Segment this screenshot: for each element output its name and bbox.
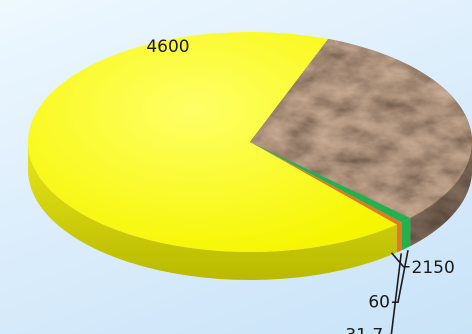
data-label-2150: 2150: [412, 258, 455, 278]
leader-line-60: [392, 250, 409, 304]
pie-side-texture-2150: [410, 142, 472, 247]
pie-side-31,7: [396, 222, 402, 253]
pie-slice-60: [250, 142, 411, 223]
pie-side-shade-2150: [410, 142, 472, 247]
pie-side-60: [401, 218, 411, 251]
data-label-60: 60: [368, 292, 390, 312]
pie-label-layer: 4600 2150 60 31,7: [146, 37, 455, 334]
data-label-31,7: 31,7: [345, 325, 383, 334]
data-label-4600: 4600: [146, 37, 189, 57]
pie-top-layer: [28, 31, 472, 252]
pie-side-4600: [28, 142, 397, 280]
leader-line-2150: [390, 252, 410, 268]
leader-line-31,7: [390, 253, 403, 334]
pie-slice-texture-2150: [250, 39, 472, 219]
pie-slice-4600: [28, 31, 397, 252]
pie-side-layer: [28, 142, 472, 280]
pie-slice-31,7: [250, 142, 402, 225]
